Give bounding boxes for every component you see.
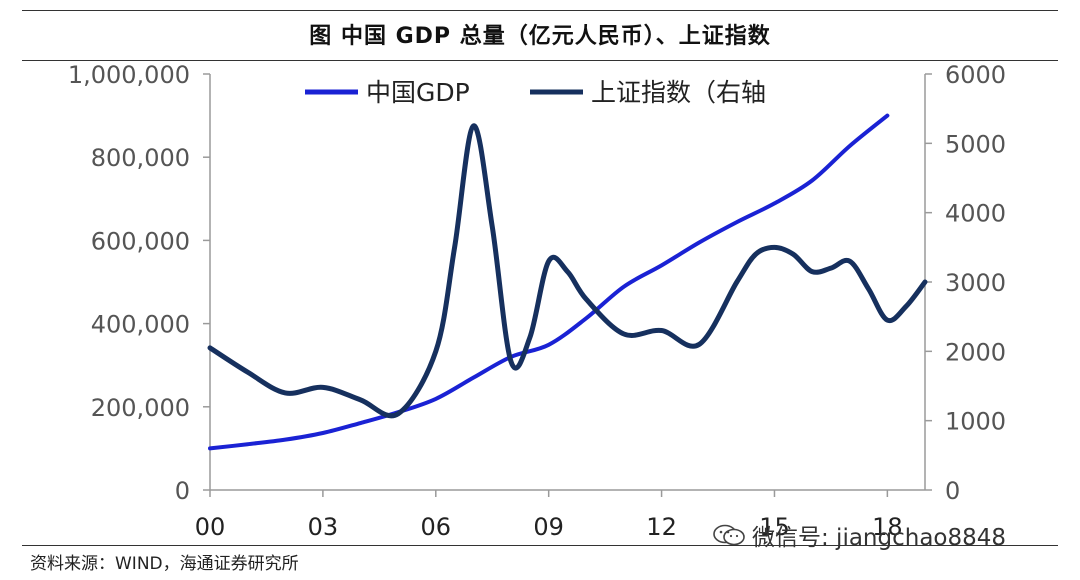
y-right-tick-label: 4000	[945, 200, 1006, 228]
y-right-tick-label: 1000	[945, 408, 1006, 436]
y-right-tick-label: 3000	[945, 269, 1006, 297]
series-line-shanghai-index	[207, 123, 928, 419]
chart-canvas: 0 200,000 400,000 600,000 800,000 1,000,000 0 1…	[68, 61, 1006, 541]
y-right-tick-label: 5000	[945, 130, 1006, 158]
legend-label-gdp: 中国GDP	[366, 78, 470, 107]
x-tick-label: 03	[308, 513, 339, 541]
title-rule	[22, 60, 1058, 61]
x-tick-label: 15	[759, 513, 790, 541]
y-left-tick-label: 1,000,000	[68, 61, 190, 89]
footer-rule	[22, 545, 1058, 546]
top-rule	[22, 10, 1058, 11]
x-tick-label: 12	[646, 513, 677, 541]
legend: 中国GDP 上证指数（右轴	[305, 78, 766, 107]
wechat-icon	[713, 524, 745, 546]
source-note: 资料来源：WIND，海通证券研究所	[30, 554, 299, 574]
x-tick-label: 06	[421, 513, 452, 541]
y-right-tick-label: 2000	[945, 338, 1006, 366]
y-right-tick-label: 6000	[945, 61, 1006, 89]
y-left-tick-label: 0	[175, 477, 190, 505]
y-left-tick-label: 600,000	[91, 227, 190, 255]
x-tick-label: 09	[533, 513, 564, 541]
x-tick-label: 18	[872, 513, 903, 541]
y-left-tick-label: 800,000	[91, 144, 190, 172]
series-line-gdp	[208, 113, 890, 451]
y-left-tick-label: 200,000	[91, 394, 190, 422]
x-tick-label: 00	[195, 513, 226, 541]
chart-title: 图 中国 GDP 总量（亿元人民币）、上证指数	[309, 24, 771, 49]
y-left-tick-label: 400,000	[91, 311, 190, 339]
series-group	[207, 113, 928, 451]
watermark: 微信号: jiangchao8848	[712, 518, 1006, 552]
y-right-tick-label: 0	[945, 477, 960, 505]
watermark-text: 微信号: jiangchao8848	[752, 525, 1007, 551]
legend-label-index: 上证指数（右轴	[591, 78, 766, 107]
axes-group: 0 200,000 400,000 600,000 800,000 1,000,000 0 1…	[68, 61, 1006, 541]
